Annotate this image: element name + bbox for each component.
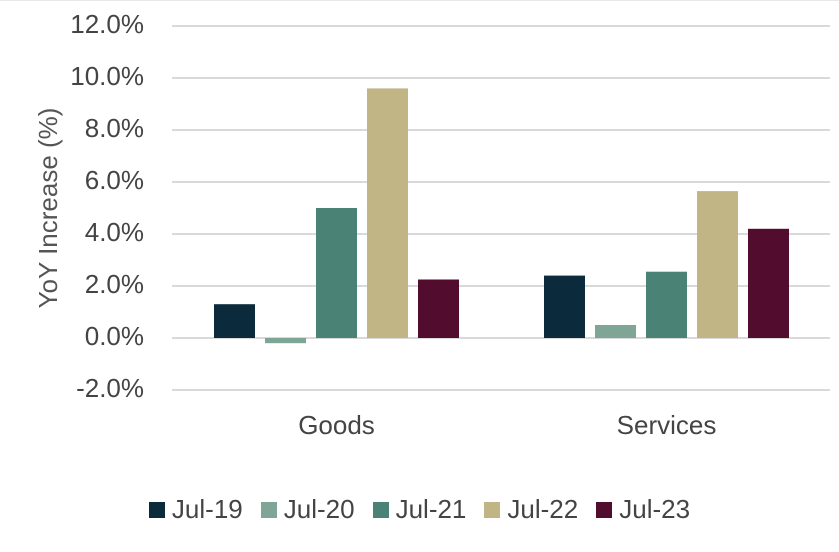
- bar-goods-jul-20: [265, 338, 306, 344]
- legend-item: Jul-19: [148, 494, 243, 525]
- x-category-label: Services: [617, 410, 717, 440]
- y-tick-label: 6.0%: [85, 165, 144, 195]
- bar-services-jul-22: [697, 191, 738, 338]
- bar-goods-jul-21: [316, 208, 357, 338]
- bar-services-jul-20: [595, 325, 636, 338]
- legend-label: Jul-23: [619, 494, 691, 524]
- bar-goods-jul-23: [418, 279, 459, 338]
- y-tick-label: -2.0%: [76, 373, 144, 403]
- legend-item: Jul-20: [260, 494, 355, 525]
- legend-label: Jul-20: [283, 494, 355, 524]
- legend-swatch: [372, 501, 389, 518]
- bar-services-jul-23: [748, 228, 789, 338]
- y-tick-label: 8.0%: [85, 113, 144, 143]
- legend-swatch: [596, 501, 613, 518]
- legend-item: Jul-22: [484, 494, 578, 525]
- x-category-label: Goods: [298, 410, 375, 440]
- top-rule: [0, 0, 839, 1]
- y-tick-label: 0.0%: [85, 321, 144, 351]
- bar-services-jul-19: [544, 275, 585, 338]
- legend-item: Jul-21: [372, 494, 467, 525]
- legend-label: Jul-22: [507, 494, 579, 524]
- y-tick-label: 2.0%: [85, 269, 144, 299]
- bar-services-jul-21: [646, 271, 687, 338]
- y-tick-label: 10.0%: [70, 61, 144, 91]
- y-axis-title: YoY Increase (%): [33, 108, 63, 309]
- legend: Jul-19 Jul-20 Jul-21 Jul-22 Jul-23: [0, 494, 839, 525]
- legend-label: Jul-19: [171, 494, 243, 524]
- legend-swatch: [260, 501, 277, 518]
- y-tick-label: 12.0%: [70, 9, 144, 39]
- y-tick-label: 4.0%: [85, 217, 144, 247]
- legend-swatch: [148, 501, 165, 518]
- legend-label: Jul-21: [395, 494, 467, 524]
- bar-goods-jul-19: [214, 304, 255, 338]
- bars: [214, 88, 789, 344]
- y-axis-ticks: -2.0% 0.0% 2.0% 4.0% 6.0% 8.0% 10.0% 12.0%: [70, 9, 144, 403]
- bar-goods-jul-22: [367, 88, 408, 339]
- x-axis-categories: Goods Services: [298, 410, 716, 440]
- legend-swatch: [484, 501, 501, 518]
- legend-item: Jul-23: [596, 494, 690, 525]
